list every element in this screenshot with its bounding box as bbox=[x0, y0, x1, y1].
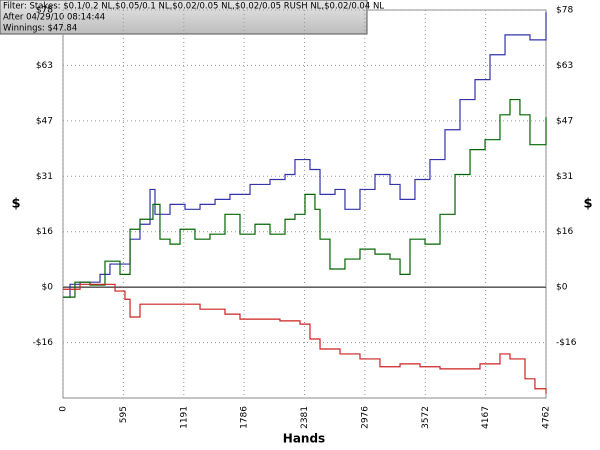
series-line bbox=[63, 98, 547, 298]
x-tick-label: 2976 bbox=[360, 406, 370, 429]
x-tick-label: 595 bbox=[119, 406, 129, 423]
x-tick-label: 0 bbox=[59, 406, 69, 412]
series-line bbox=[63, 12, 547, 298]
y2-axis-label: $ bbox=[583, 197, 592, 212]
y-tick-label: $78 bbox=[36, 6, 53, 16]
y2-tick-label: $78 bbox=[556, 6, 573, 16]
info-box: Filter: Stakes: $0.1/0.2 NL,$0.05/0.1 NL… bbox=[0, 0, 384, 35]
y-tick-label: $16 bbox=[36, 227, 53, 237]
y2-tick-label: $31 bbox=[556, 172, 573, 182]
y-tick-label: $0 bbox=[42, 283, 54, 293]
y2-tick-label: $0 bbox=[556, 283, 568, 293]
y-tick-label: $63 bbox=[36, 61, 53, 71]
series-line bbox=[63, 283, 547, 394]
y-tick-label: -$16 bbox=[33, 338, 54, 348]
info-line: Filter: Stakes: $0.1/0.2 NL,$0.05/0.1 NL… bbox=[3, 2, 384, 12]
y-tick-label: $47 bbox=[36, 116, 53, 126]
x-tick-label: 3572 bbox=[421, 406, 431, 429]
info-line: After 04/29/10 08:14:44 bbox=[3, 13, 105, 23]
y2-tick-label: $47 bbox=[556, 116, 573, 126]
y-tick-label: $31 bbox=[36, 172, 53, 182]
x-tick-label: 1191 bbox=[179, 406, 189, 429]
x-tick-label: 2381 bbox=[300, 406, 310, 429]
y2-tick-label: -$16 bbox=[556, 338, 577, 348]
y-axis-label: $ bbox=[11, 197, 20, 212]
info-panel bbox=[0, 0, 368, 35]
y2-tick-label: $16 bbox=[556, 227, 573, 237]
info-line: Winnings: $47.84 bbox=[3, 24, 77, 34]
y2-tick-label: $63 bbox=[556, 61, 573, 71]
x-tick-label: 4167 bbox=[481, 406, 491, 429]
x-tick-label: 4762 bbox=[542, 406, 552, 429]
x-tick-label: 1786 bbox=[240, 406, 250, 429]
x-axis-label: Hands bbox=[283, 432, 325, 446]
